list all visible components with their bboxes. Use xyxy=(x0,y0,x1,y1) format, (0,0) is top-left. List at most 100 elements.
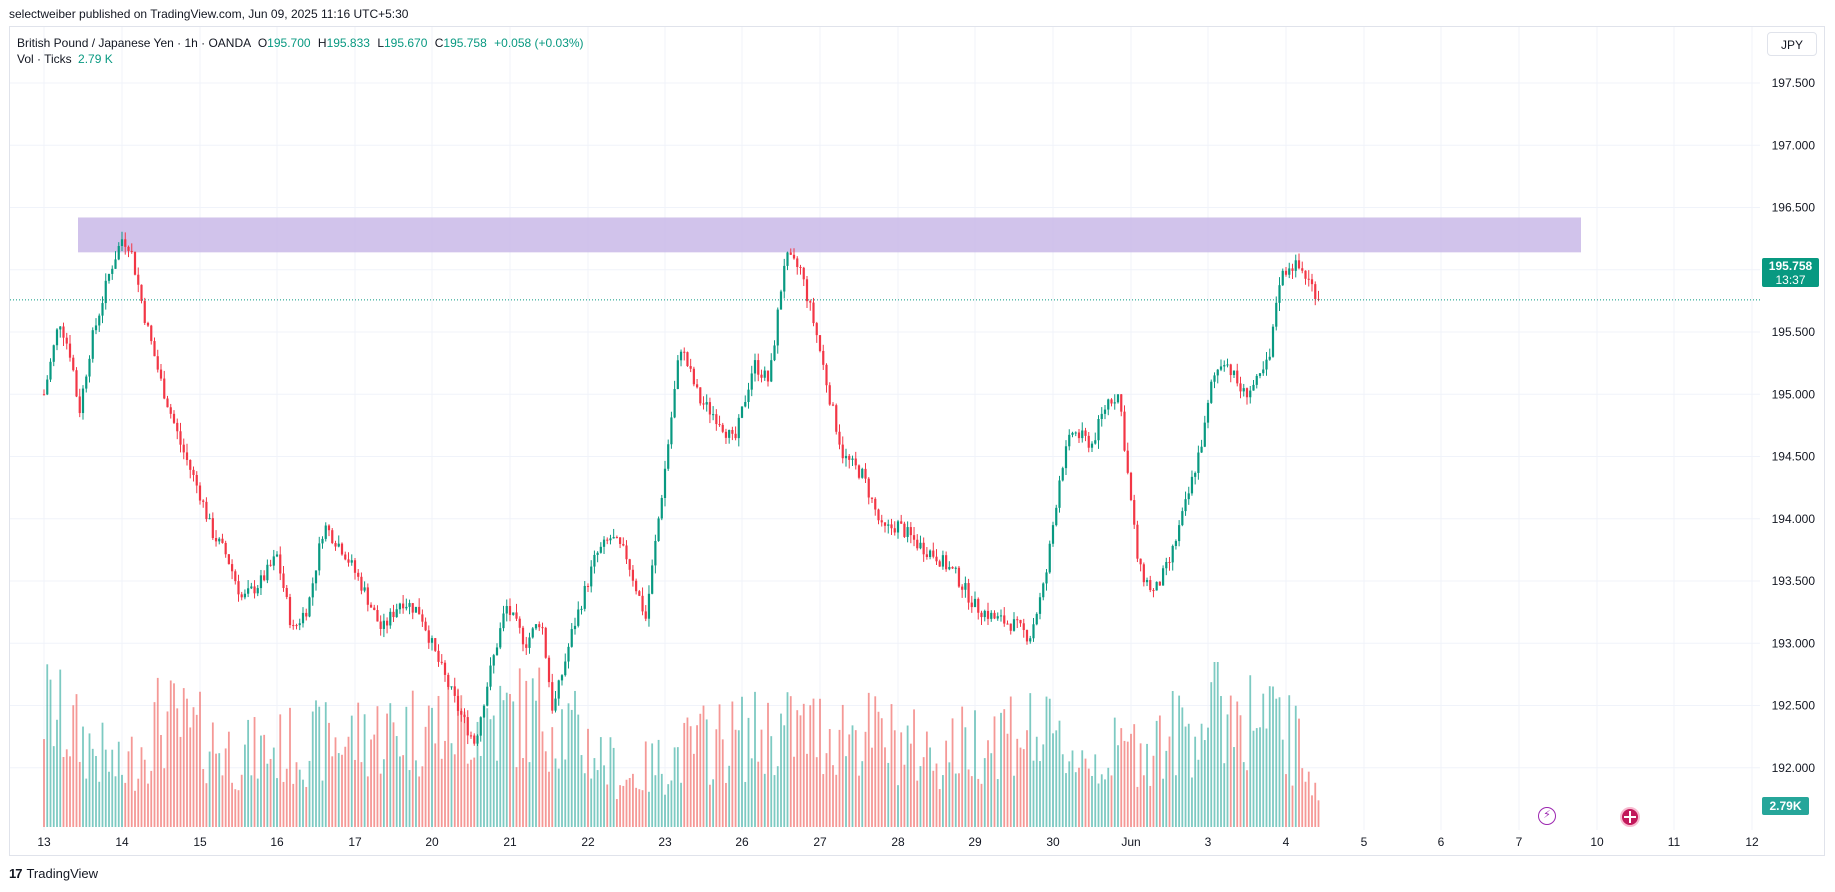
volume-bar xyxy=(861,761,864,827)
volume-bar xyxy=(366,776,369,827)
candle-body xyxy=(214,538,218,542)
candle-body xyxy=(744,401,747,407)
x-tick-label: 16 xyxy=(270,835,284,849)
price-axis: 192.000 192.500 193.000 193.500 194.000 194.5… xyxy=(1772,76,1816,775)
candle-body xyxy=(844,455,848,459)
candle-body xyxy=(805,279,809,302)
candle-body xyxy=(773,345,776,361)
lightning-event-icon[interactable]: ⚡ xyxy=(1538,807,1556,825)
volume-bar xyxy=(970,776,973,827)
volume-bar xyxy=(344,746,347,827)
candle-body xyxy=(750,373,753,390)
candle-body xyxy=(492,655,495,666)
high-value: 195.833 xyxy=(326,36,370,50)
candle-body xyxy=(1090,443,1094,448)
volume-bar xyxy=(535,700,537,827)
volume-bar xyxy=(1071,750,1074,827)
candle-body xyxy=(922,542,925,555)
candle-body xyxy=(1161,568,1165,586)
candle-body xyxy=(1019,619,1022,624)
volume-bar xyxy=(127,751,130,827)
candle-body xyxy=(247,588,250,594)
candle-body xyxy=(1074,432,1077,434)
candle-body xyxy=(1314,284,1317,300)
candle-body xyxy=(673,389,676,418)
candle-body xyxy=(564,661,567,676)
volume-bar xyxy=(612,747,615,827)
tradingview-brand[interactable]: 17 TradingView xyxy=(9,866,98,881)
volume-bar xyxy=(379,773,382,827)
symbol-name[interactable]: British Pound / Japanese Yen · 1h · OAND… xyxy=(17,36,251,50)
y-tick-label: 194.500 xyxy=(1772,450,1816,464)
volume-bar xyxy=(260,735,262,827)
volume-bar xyxy=(1203,740,1206,827)
volume-bar xyxy=(305,786,308,827)
volume-bar xyxy=(1052,733,1054,827)
candle-body xyxy=(731,429,734,434)
volume-bar xyxy=(1259,727,1261,827)
volume-bar xyxy=(1249,675,1252,827)
volume-bar xyxy=(208,751,211,827)
candle-body xyxy=(1058,480,1061,508)
volume-label[interactable]: Vol · Ticks xyxy=(17,52,72,66)
volume-bar xyxy=(1016,738,1019,827)
candle-body xyxy=(221,538,224,543)
candle-body xyxy=(708,402,712,415)
candle-body xyxy=(1213,375,1216,382)
candle-body xyxy=(143,300,146,323)
candle-body xyxy=(1268,356,1271,360)
candle-body xyxy=(78,396,81,414)
volume-bar xyxy=(874,696,877,827)
volume-bar xyxy=(289,707,291,827)
volume-bar xyxy=(373,734,376,827)
volume-bar xyxy=(427,705,430,827)
volume-bar xyxy=(951,718,954,827)
candle-body xyxy=(508,606,512,615)
candle-body xyxy=(980,612,983,618)
candle-body xyxy=(185,452,189,460)
candle-body xyxy=(382,620,385,629)
volume-bar xyxy=(1298,718,1300,827)
candle-body xyxy=(935,556,938,562)
candle-body xyxy=(42,394,46,396)
volume-bar xyxy=(62,757,65,827)
candle-body xyxy=(1142,564,1145,583)
candle-body xyxy=(59,326,62,330)
candle-body xyxy=(1255,375,1258,385)
uk-flag-event-icon[interactable] xyxy=(1620,807,1640,827)
candle-body xyxy=(75,370,78,397)
candle-body xyxy=(996,616,999,619)
currency-button[interactable]: JPY xyxy=(1767,32,1817,56)
volume-bar xyxy=(1178,695,1181,827)
candle-body xyxy=(531,628,534,638)
candle-body xyxy=(107,273,111,281)
volume-bar xyxy=(49,679,52,827)
volume-bar xyxy=(1187,723,1190,827)
candle-body xyxy=(460,710,463,715)
candle-body xyxy=(970,602,973,608)
volume-bar xyxy=(967,769,970,827)
candle-body xyxy=(544,627,547,658)
candle-body xyxy=(424,621,427,631)
candle-body xyxy=(1084,430,1087,436)
volume-bar xyxy=(272,747,275,827)
volume-bar xyxy=(1265,728,1268,827)
candle-body xyxy=(728,429,731,438)
candle-body xyxy=(1042,583,1045,598)
candle-body xyxy=(702,403,705,405)
candle-body xyxy=(686,352,689,367)
candle-body xyxy=(1139,558,1142,565)
candle-body xyxy=(137,274,140,285)
volume-bar xyxy=(470,759,472,827)
volume-bar xyxy=(411,690,414,827)
candle-body xyxy=(851,458,854,460)
volume-bar xyxy=(919,766,922,827)
candle-body xyxy=(1297,260,1301,269)
volume-bar xyxy=(147,783,149,827)
candle-body xyxy=(1210,381,1213,403)
volume-bar xyxy=(1107,767,1110,827)
volume-bar xyxy=(211,722,214,827)
volume-bar xyxy=(1065,773,1067,827)
candle-body xyxy=(1077,432,1081,439)
